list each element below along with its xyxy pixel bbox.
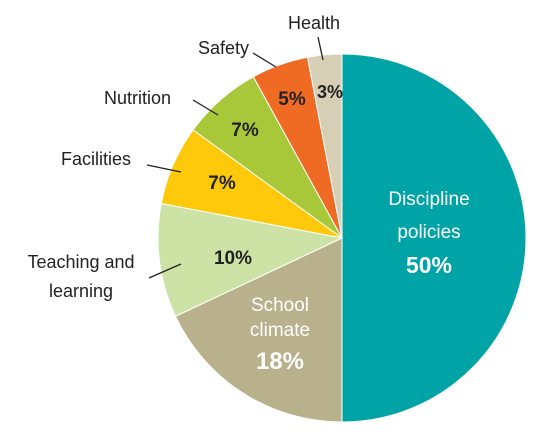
leader-lines (146, 36, 324, 279)
slice-name-safety: Safety (198, 38, 249, 58)
slice-value-nutrition: 7% (231, 120, 259, 141)
slice-value-safety: 5% (278, 89, 306, 110)
pie-slice-school-climate (174, 237, 343, 423)
slice-value-discipline-policies: 50% (406, 252, 452, 278)
slice-value-teaching-and-learning: 10% (214, 248, 252, 269)
slice-value-school-climate: 18% (256, 348, 304, 375)
pie-slice-discipline-policies (341, 53, 527, 423)
slice-value-health: 3% (317, 82, 343, 102)
leader-line-health (317, 36, 324, 61)
slice-name-nutrition: Nutrition (104, 88, 171, 108)
slice-name-discipline-policies: Discipline policies (388, 189, 469, 243)
leader-line-facilities (146, 164, 182, 173)
pie-slices (157, 53, 527, 423)
slice-name-health: Health (288, 13, 340, 33)
pie-slice-health (306, 53, 343, 239)
leader-line-teaching-and-learning (148, 263, 182, 279)
slice-labels: Discipline policies 50% School climate 18% Tea… (27, 13, 469, 375)
slice-value-facilities: 7% (208, 173, 236, 194)
leader-line-safety (252, 52, 277, 68)
slice-name-facilities: Facilities (61, 149, 131, 169)
leader-line-nutrition (192, 99, 219, 116)
pie-slice-teaching-and-learning (157, 202, 344, 318)
slice-name-teaching-and-learning: Teaching and learning (27, 252, 134, 301)
slice-name-school-climate: School climate (250, 295, 310, 341)
